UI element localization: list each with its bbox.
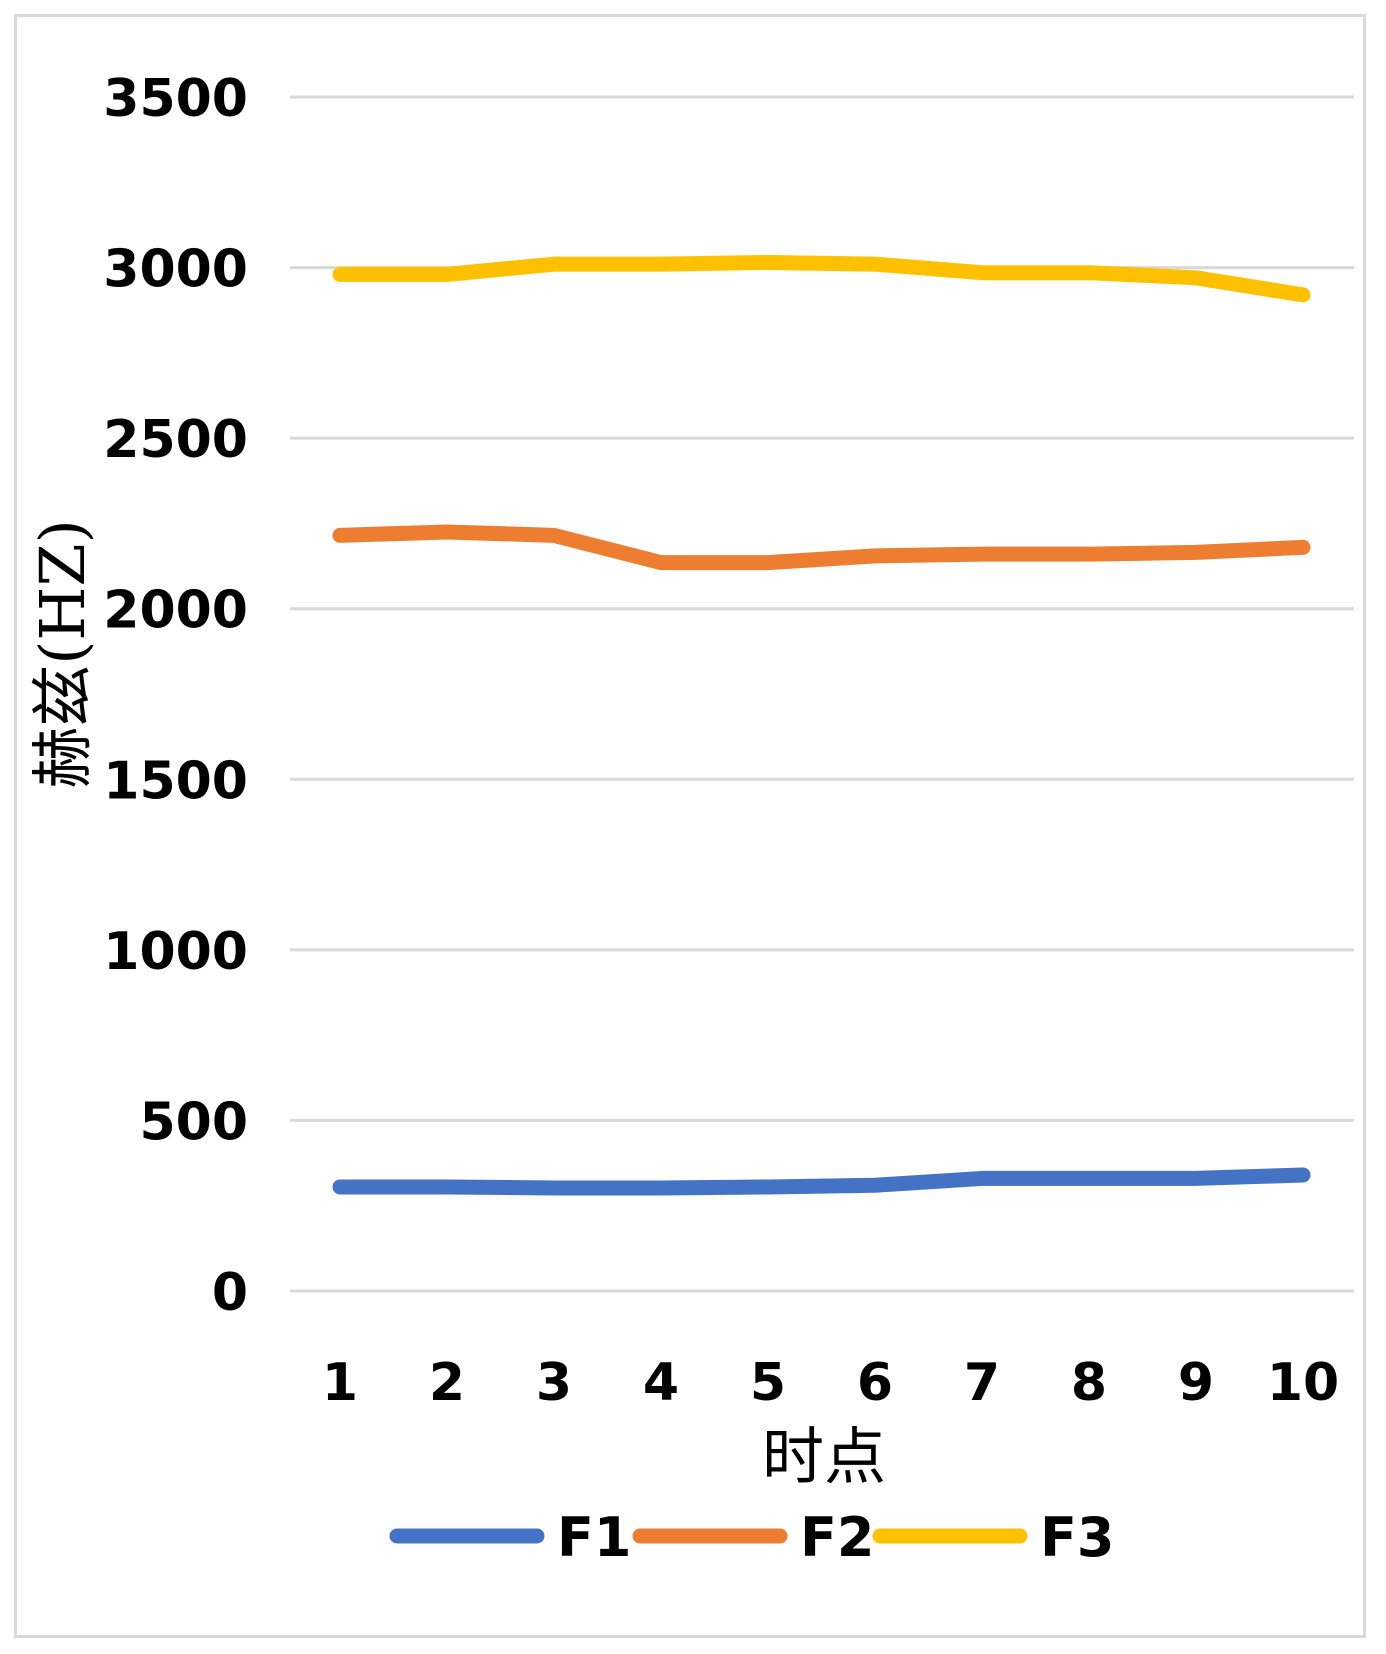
y-axis-title: 赫兹(HZ)	[26, 519, 99, 789]
y-tick-label: 3500	[103, 69, 248, 129]
legend-label: F3	[1040, 1506, 1114, 1569]
x-tick-label: 5	[750, 1353, 786, 1413]
x-tick-label: 9	[1178, 1353, 1214, 1413]
x-tick-label: 4	[643, 1353, 679, 1413]
y-tick-label: 3000	[103, 240, 248, 300]
y-tick-label: 2000	[103, 581, 248, 641]
series-lines	[332, 254, 1311, 1196]
y-tick-label: 0	[212, 1263, 248, 1323]
x-tick-label: 2	[429, 1353, 465, 1413]
legend-item-f2: F2	[632, 1506, 874, 1569]
legend: F1 F2 F3	[389, 1506, 1114, 1569]
legend-label: F1	[557, 1506, 631, 1569]
series-line-f3	[332, 254, 1311, 303]
legend-item-f3: F3	[872, 1506, 1114, 1569]
y-tick-label: 500	[139, 1092, 248, 1152]
x-axis-tick-labels: 1 2 3 4 5 6 7 8 9 10	[322, 1353, 1339, 1413]
y-tick-label: 1500	[103, 751, 248, 811]
y-tick-label: 2500	[103, 410, 248, 470]
x-axis-title: 时点	[762, 1420, 886, 1493]
x-tick-label: 10	[1267, 1353, 1339, 1413]
y-tick-label: 1000	[103, 922, 248, 982]
y-axis-tick-labels: 0 500 1000 1500 2000 2500 3000 3500	[103, 69, 248, 1323]
x-tick-label: 7	[964, 1353, 1000, 1413]
legend-label: F2	[800, 1506, 874, 1569]
x-tick-label: 6	[857, 1353, 893, 1413]
x-tick-label: 8	[1071, 1353, 1107, 1413]
gridlines	[290, 95, 1354, 1293]
x-tick-label: 3	[536, 1353, 572, 1413]
series-line-f2	[332, 524, 1311, 571]
legend-item-f1: F1	[389, 1506, 631, 1569]
chart-frame	[14, 14, 1366, 1638]
x-tick-label: 1	[322, 1353, 358, 1413]
series-line-f1	[332, 1167, 1311, 1196]
